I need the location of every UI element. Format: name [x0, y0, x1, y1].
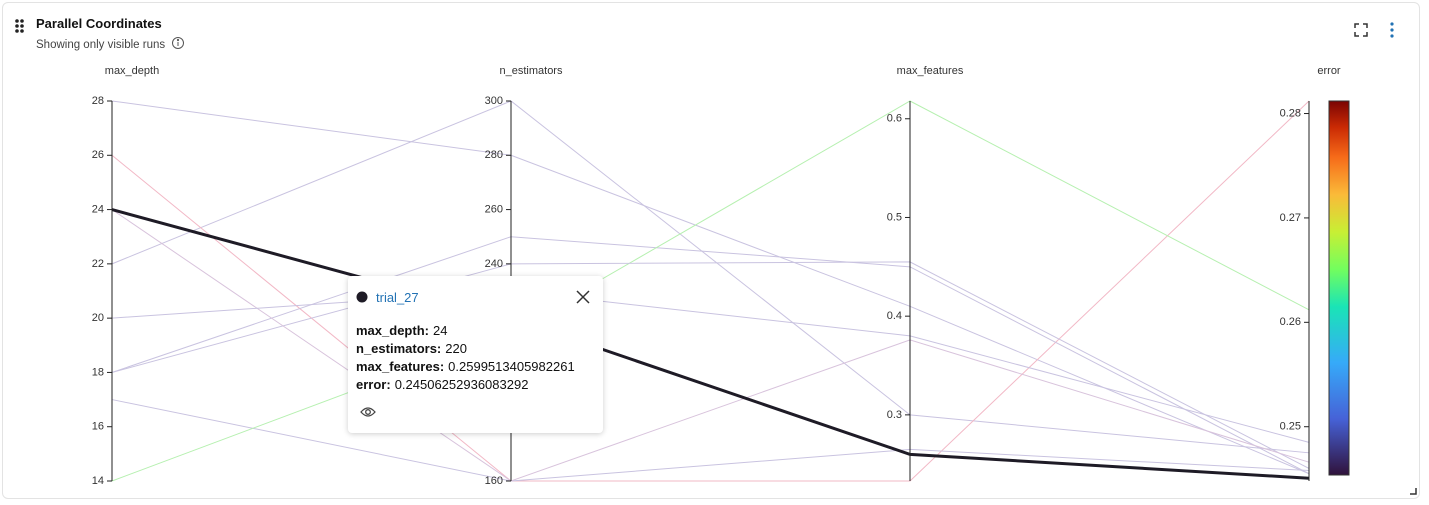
tooltip-row: max_depth: 24 — [356, 323, 447, 338]
tick-label: 260 — [485, 203, 503, 215]
panel-subtitle: Showing only visible runs — [36, 39, 166, 51]
field-label: max_depth: — [356, 323, 429, 338]
run-line — [111, 399, 1310, 482]
field-value: 0.24506252936083292 — [394, 377, 529, 392]
tick-label: 0.5 — [887, 211, 902, 223]
tick-label: 20 — [92, 312, 104, 324]
colorbar — [1328, 100, 1350, 476]
run-line — [111, 100, 1310, 482]
tick-label: 26 — [92, 149, 104, 161]
fullscreen-button[interactable] — [1354, 23, 1368, 37]
tick-label: 22 — [92, 258, 104, 270]
tick-label: 16 — [92, 421, 104, 433]
axis-label: max_depth — [105, 65, 159, 77]
field-value: 0.2599513405982261 — [448, 359, 575, 374]
tick-label: 28 — [92, 95, 104, 107]
run-line — [111, 100, 1310, 475]
field-value: 220 — [445, 341, 467, 356]
tick-label: 0.6 — [887, 113, 902, 125]
run-line — [111, 290, 1310, 443]
axis-label: max_features — [897, 65, 964, 77]
tick-label: 0.3 — [887, 409, 902, 421]
tick-label: 160 — [485, 475, 503, 487]
run-line — [111, 208, 1310, 480]
run-line — [111, 209, 1310, 482]
drag-handle[interactable] — [15, 19, 24, 33]
tooltip-icons — [356, 290, 590, 417]
tooltip-row: error: 0.24506252936083292 — [356, 377, 528, 392]
close-button[interactable] — [576, 290, 590, 304]
field-label: error: — [356, 377, 391, 392]
run-color-dot — [356, 291, 368, 303]
tick-label: 300 — [485, 95, 503, 107]
tick-label: 280 — [485, 149, 503, 161]
run-line — [111, 100, 1310, 482]
tick-label: 14 — [92, 475, 104, 487]
panel-title: Parallel Coordinates — [36, 16, 162, 31]
tick-label: 0.27 — [1280, 212, 1301, 224]
info-icon[interactable] — [172, 37, 184, 49]
tick-label: 24 — [92, 203, 104, 215]
tick-label: 0.26 — [1280, 316, 1301, 328]
tick-label: 0.4 — [887, 310, 902, 322]
tooltip: trial_27 max_depth: 24 n_estimators: 220 max… — [348, 276, 603, 433]
run-name[interactable]: trial_27 — [376, 290, 419, 305]
tick-label: 0.25 — [1280, 421, 1301, 433]
field-value: 24 — [432, 323, 448, 338]
tick-label: 240 — [485, 258, 503, 270]
axis-label: error — [1317, 65, 1341, 77]
visibility-toggle[interactable] — [360, 407, 376, 417]
axis-label: n_estimators — [500, 65, 563, 77]
resize-handle[interactable] — [1410, 488, 1417, 495]
tick-label: 0.28 — [1280, 107, 1301, 119]
tooltip-row: max_features: 0.2599513405982261 — [356, 359, 575, 374]
tick-label: 18 — [92, 366, 104, 378]
run-line — [111, 100, 1310, 454]
field-label: max_features: — [356, 359, 445, 374]
panel — [2, 2, 1420, 499]
field-label: n_estimators: — [356, 341, 442, 356]
run-line — [111, 261, 1310, 469]
tooltip-row: n_estimators: 220 — [356, 341, 467, 356]
menu-button[interactable] — [1390, 22, 1394, 38]
